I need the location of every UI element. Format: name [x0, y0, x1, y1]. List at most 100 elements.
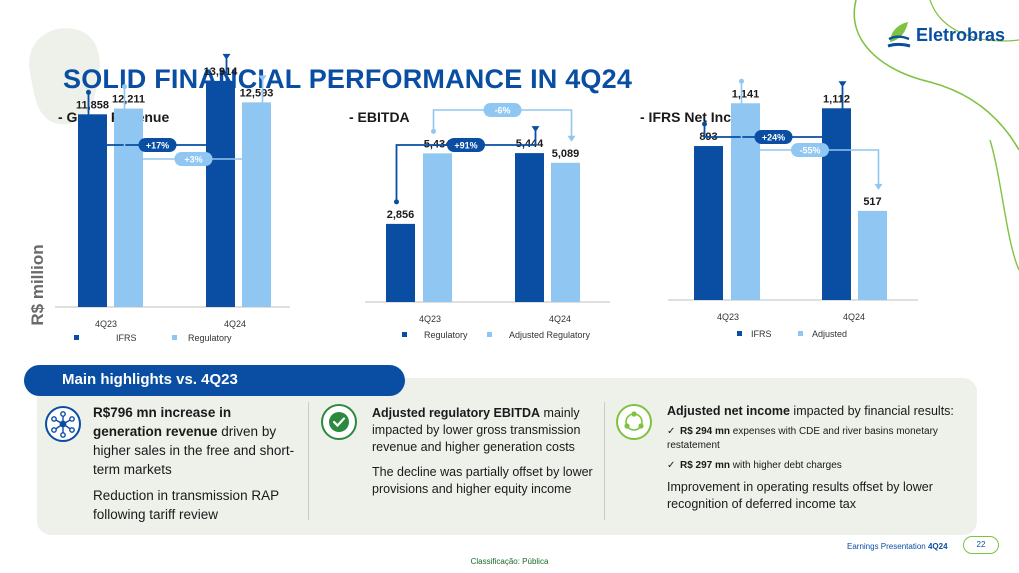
category-label: 4Q24	[549, 314, 571, 324]
connector-start-dot	[122, 84, 127, 90]
legend-label: Regulatory	[188, 333, 232, 343]
legend-swatch	[402, 332, 407, 337]
bar-value-label: 517	[863, 196, 881, 208]
connector-start-dot	[431, 128, 436, 134]
highlight-net-income-bold: Adjusted net income	[667, 404, 790, 418]
legend-label: Adjusted Regulatory	[509, 330, 591, 340]
growth-badge-label: +91%	[454, 141, 477, 151]
connector-start-dot	[86, 89, 91, 95]
growth-badge-label: -6%	[494, 106, 510, 116]
growth-badge-label: +17%	[146, 141, 169, 151]
brand-name: Eletrobras	[916, 25, 1006, 45]
legend-label: IFRS	[751, 329, 772, 339]
connector-arrowhead	[874, 183, 883, 190]
connector-arrowhead	[222, 53, 231, 60]
bullet1-text: expenses with CDE and river basins monet…	[667, 426, 938, 451]
brand-logo: Eletrobras	[886, 18, 1005, 52]
growth-badge	[138, 138, 177, 152]
highlight-net-income: Adjusted net income impacted by financia…	[667, 403, 967, 520]
highlight-net-income-text: impacted by financial results:	[789, 404, 954, 418]
bar-regulatory	[515, 153, 544, 302]
bullet1-bold: R$ 294 mn	[680, 426, 731, 437]
footer-label-prefix: Earnings Presentation	[847, 542, 926, 551]
classification-label: Classificação: Pública	[470, 557, 549, 566]
highlight-ebitda: Adjusted regulatory EBITDA mainly impact…	[372, 405, 594, 505]
bar-adjusted-regulatory	[423, 153, 452, 302]
legend-swatch	[74, 335, 79, 340]
check-mark-icon: ✓	[667, 426, 676, 437]
bar-adjusted-regulatory	[551, 162, 580, 302]
growth-connector	[703, 86, 844, 138]
bar-value-label: 12,593	[240, 87, 274, 99]
connector-arrowhead	[531, 126, 540, 133]
highlight-generation-bold: R$796 mn increase in generation revenue	[93, 405, 232, 439]
connector-arrowhead	[567, 135, 576, 142]
page-number: 22	[976, 540, 986, 549]
growth-badge-label: -55%	[799, 146, 820, 156]
legend-swatch	[172, 335, 177, 340]
category-label: 4Q23	[419, 314, 441, 324]
category-label: 4Q24	[843, 312, 865, 322]
bullet2-text: with higher debt charges	[730, 460, 842, 471]
highlights-title: Main highlights vs. 4Q23	[62, 371, 238, 388]
network-icon	[45, 406, 81, 442]
bar-value-label: 5,444	[516, 138, 544, 150]
divider	[604, 402, 605, 520]
bar-regulatory	[386, 223, 415, 302]
bar-ifrs	[206, 80, 235, 308]
legend-swatch	[798, 331, 803, 336]
page-title: SOLID FINANCIAL PERFORMANCE IN 4Q24	[63, 64, 633, 94]
legend-swatch	[737, 331, 742, 336]
bar-ifrs	[78, 114, 107, 308]
connector-start-dot	[394, 199, 399, 205]
growth-badge	[754, 130, 793, 144]
highlight-ebitda-text: mainly impacted by lower gross transmiss…	[372, 406, 581, 454]
bar-adjusted	[731, 103, 760, 300]
legend-label: Adjusted	[812, 329, 847, 339]
bar-value-label: 1,141	[732, 88, 760, 100]
highlight-generation: R$796 mn increase in generation revenue …	[93, 403, 303, 531]
legend-label: Regulatory	[424, 330, 468, 340]
bar-value-label: 13,914	[204, 66, 239, 78]
divider	[308, 402, 309, 520]
check-mark-icon: ✓	[667, 460, 676, 471]
growth-badge-label: +24%	[762, 133, 785, 143]
category-label: 4Q24	[224, 319, 246, 329]
connector-start-dot	[702, 121, 707, 127]
growth-badge	[174, 152, 213, 166]
category-label: 4Q23	[717, 312, 739, 322]
bar-value-label: 5,089	[552, 148, 580, 160]
bar-regulatory	[242, 102, 271, 308]
growth-badge	[483, 103, 522, 117]
legend-label: IFRS	[116, 333, 137, 343]
growth-badge	[447, 138, 485, 152]
growth-badge-label: +3%	[184, 155, 202, 165]
connector-arrowhead	[258, 75, 267, 82]
footer-label: Earnings Presentation 4Q24	[847, 542, 948, 551]
highlight-deferred-tax-text: Improvement in operating results offset …	[667, 480, 933, 511]
bar-regulatory	[114, 108, 143, 307]
highlight-ebitda-offset-text: The decline was partially offset by lowe…	[372, 465, 593, 496]
highlight-transmission-text: Reduction in transmission RAP following …	[93, 488, 279, 522]
highlight-generation-text: driven by higher sales in the free and s…	[93, 424, 295, 477]
highlights-panel	[37, 378, 977, 535]
bar-value-label: 2,856	[387, 209, 415, 221]
connector-start-dot	[739, 78, 744, 84]
bar-value-label: 11,858	[76, 99, 109, 111]
check-circle-icon	[321, 404, 357, 440]
bullet2-bold: R$ 297 mn	[680, 460, 731, 471]
growth-badge	[791, 143, 829, 157]
chart-title-net-income: - IFRS Net Income	[640, 109, 760, 125]
highlight-ebitda-bold: Adjusted regulatory EBITDA	[372, 406, 541, 420]
page-number-badge: 22	[963, 536, 999, 554]
highlights-header: Main highlights vs. 4Q23	[24, 365, 405, 396]
connector-arrowhead	[838, 81, 847, 88]
category-label: 4Q23	[95, 319, 117, 329]
bar-value-label: 12,211	[112, 94, 145, 106]
chart-title-ebitda: - EBITDA	[349, 109, 410, 125]
bar-value-label: 1,112	[823, 93, 850, 105]
eletrobras-leaf-icon	[887, 22, 911, 48]
bar-ifrs	[822, 108, 851, 300]
footer-label-suffix: 4Q24	[927, 542, 948, 551]
